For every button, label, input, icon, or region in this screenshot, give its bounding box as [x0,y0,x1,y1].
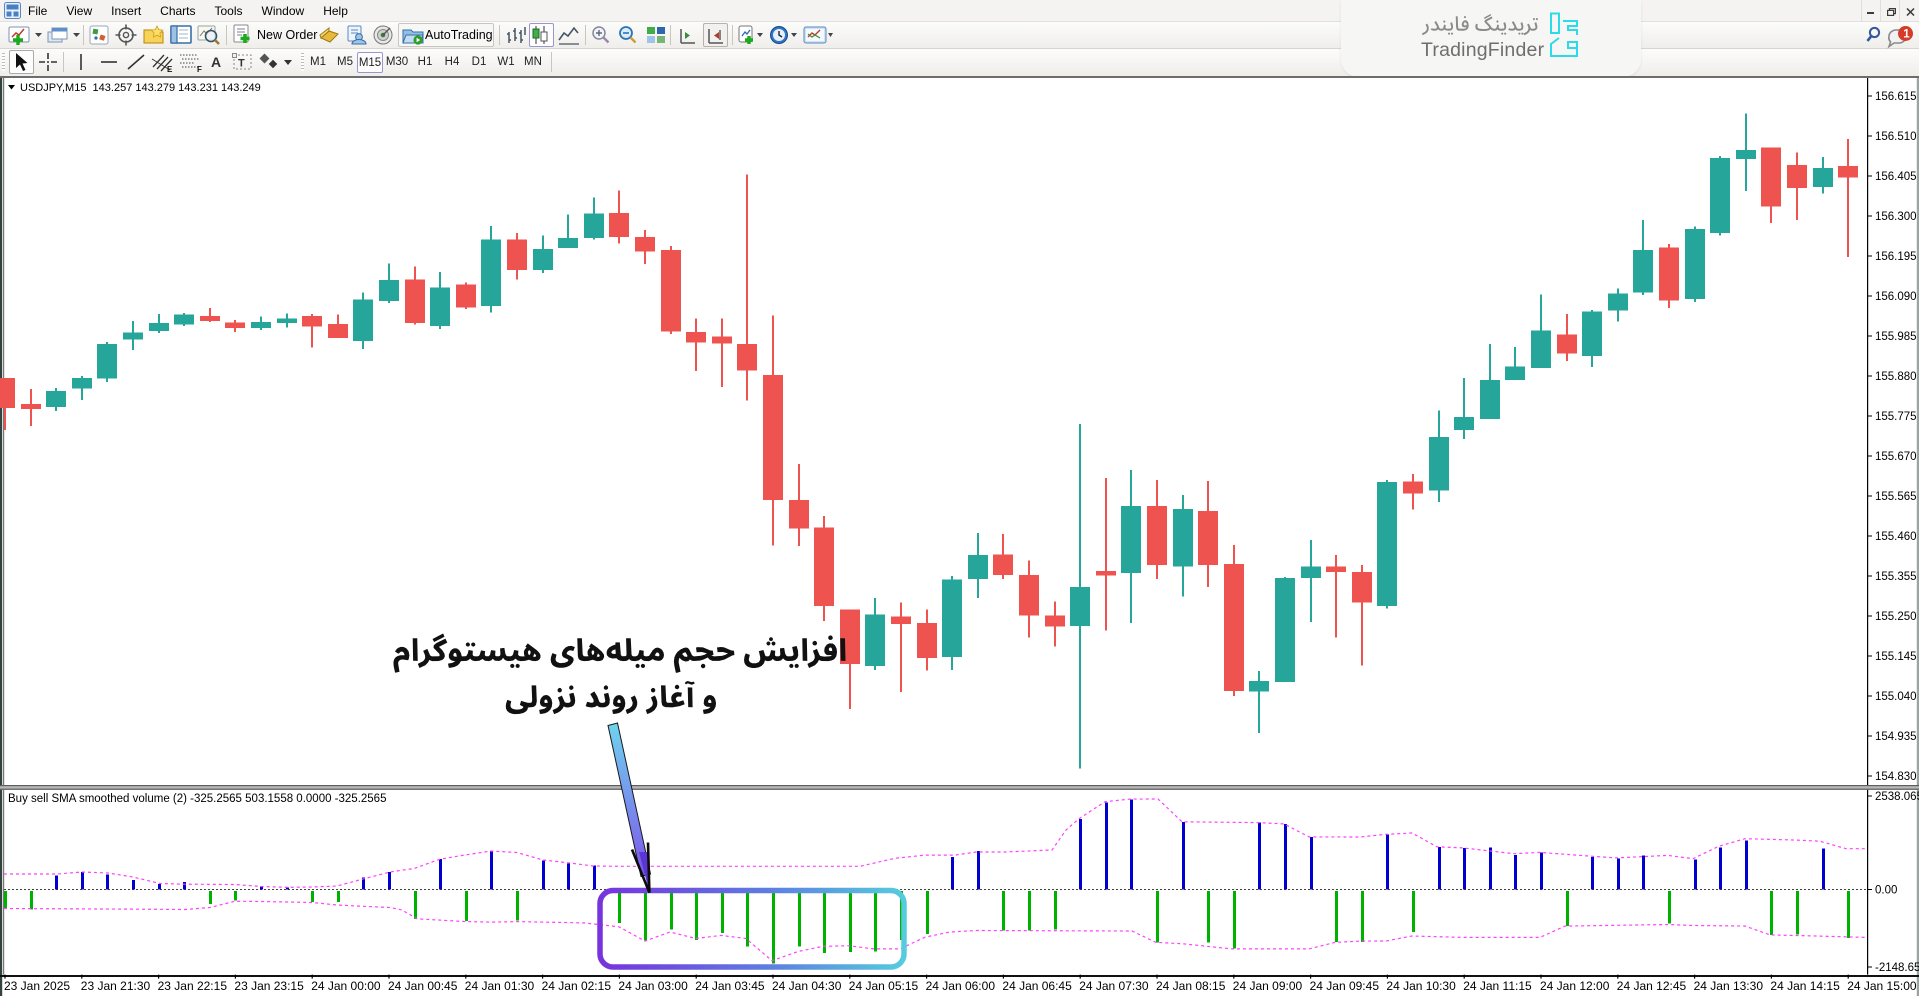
svg-text:24 Jan 00:00: 24 Jan 00:00 [311,979,381,993]
svg-text:23 Jan 23:15: 23 Jan 23:15 [234,979,304,993]
svg-text:155.565: 155.565 [1875,491,1917,503]
svg-text:154.830: 154.830 [1875,771,1917,783]
svg-text:156.510: 156.510 [1875,131,1917,143]
svg-text:24 Jan 09:00: 24 Jan 09:00 [1233,979,1303,993]
svg-text:0.00: 0.00 [1875,885,1897,897]
svg-text:24 Jan 10:30: 24 Jan 10:30 [1386,979,1456,993]
svg-text:1: 1 [1903,29,1910,41]
svg-text:23 Jan 21:30: 23 Jan 21:30 [81,979,151,993]
svg-text:24 Jan 04:30: 24 Jan 04:30 [772,979,842,993]
svg-text:24 Jan 06:45: 24 Jan 06:45 [1002,979,1072,993]
svg-text:24 Jan 12:45: 24 Jan 12:45 [1617,979,1687,993]
svg-text:155.880: 155.880 [1875,371,1917,383]
svg-text:155.670: 155.670 [1875,451,1917,463]
svg-text:24 Jan 11:15: 24 Jan 11:15 [1463,979,1532,993]
svg-text:23 Jan 2025: 23 Jan 2025 [4,979,70,993]
svg-text:155.145: 155.145 [1875,651,1917,663]
svg-text:24 Jan 03:00: 24 Jan 03:00 [618,979,688,993]
svg-text:24 Jan 15:00: 24 Jan 15:00 [1847,979,1917,993]
svg-text:154.935: 154.935 [1875,731,1917,743]
svg-text:E: E [167,65,173,73]
svg-text:155.040: 155.040 [1875,691,1917,703]
svg-text:24 Jan 08:15: 24 Jan 08:15 [1156,979,1226,993]
svg-text:156.300: 156.300 [1875,211,1917,223]
svg-text:Buy sell SMA smoothed volume (: Buy sell SMA smoothed volume (2) -325.25… [8,793,386,805]
svg-text:24 Jan 13:30: 24 Jan 13:30 [1694,979,1764,993]
svg-text:-2148.6558: -2148.6558 [1875,962,1919,974]
svg-text:155.355: 155.355 [1875,571,1917,583]
svg-text:155.775: 155.775 [1875,411,1917,423]
svg-text:24 Jan 05:15: 24 Jan 05:15 [849,979,919,993]
svg-text:23 Jan 22:15: 23 Jan 22:15 [158,979,228,993]
svg-text:USDJPY,M15 143.257 143.279 14: USDJPY,M15 143.257 143.279 143.231 143.2… [20,82,261,94]
svg-text:156.405: 156.405 [1875,171,1917,183]
svg-text:24 Jan 00:45: 24 Jan 00:45 [388,979,458,993]
svg-text:156.195: 156.195 [1875,251,1917,263]
svg-text:A: A [211,54,221,70]
svg-text:24 Jan 14:15: 24 Jan 14:15 [1770,979,1840,993]
svg-text:24 Jan 07:30: 24 Jan 07:30 [1079,979,1149,993]
svg-text:24 Jan 01:30: 24 Jan 01:30 [465,979,535,993]
svg-text:155.460: 155.460 [1875,531,1917,543]
svg-text:24 Jan 12:00: 24 Jan 12:00 [1540,979,1610,993]
svg-text:156.090: 156.090 [1875,291,1917,303]
svg-text:F: F [197,65,202,73]
svg-text:24 Jan 09:45: 24 Jan 09:45 [1310,979,1380,993]
svg-text:24 Jan 06:00: 24 Jan 06:00 [926,979,996,993]
svg-text:2538.065: 2538.065 [1875,791,1919,803]
svg-text:T: T [238,58,245,70]
svg-text:155.985: 155.985 [1875,331,1917,343]
svg-text:156.615: 156.615 [1875,91,1917,103]
svg-text:155.250: 155.250 [1875,611,1917,623]
svg-text:24 Jan 03:45: 24 Jan 03:45 [695,979,765,993]
svg-text:24 Jan 02:15: 24 Jan 02:15 [542,979,612,993]
